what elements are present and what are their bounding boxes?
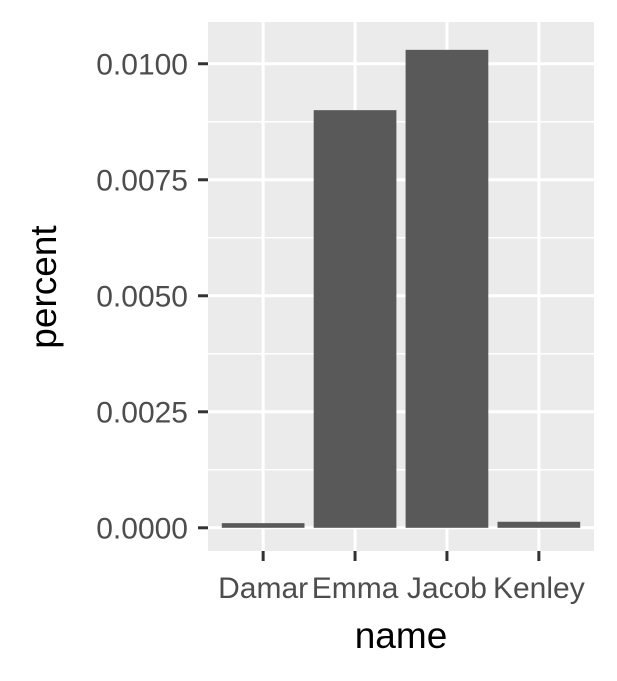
- bar-jacob: [405, 49, 489, 528]
- x-tick-label: Emma: [312, 572, 399, 605]
- y-tick-label: 0.0025: [96, 396, 188, 429]
- y-tick-label: 0.0075: [96, 164, 188, 197]
- plot-panel: [208, 22, 594, 551]
- minor-gridlines: [208, 121, 594, 471]
- y-axis-title: percent: [23, 225, 64, 349]
- y-tick-label: 0.0100: [96, 48, 188, 81]
- y-axis: 0.0000 0.0025 0.0050 0.0075 0.0100: [96, 48, 208, 545]
- x-axis-title: name: [355, 615, 448, 656]
- bar-kenley: [497, 521, 581, 528]
- bar-damar: [221, 523, 305, 528]
- y-tick-label: 0.0050: [96, 280, 188, 313]
- x-tick-label: Damar: [218, 572, 308, 605]
- x-tick-label: Kenley: [493, 572, 585, 605]
- y-tick-label: 0.0000: [96, 512, 188, 545]
- bars: [221, 49, 581, 528]
- x-axis: Damar Emma Jacob Kenley: [218, 551, 585, 605]
- bar-emma: [313, 110, 397, 528]
- x-tick-label: Jacob: [407, 572, 487, 605]
